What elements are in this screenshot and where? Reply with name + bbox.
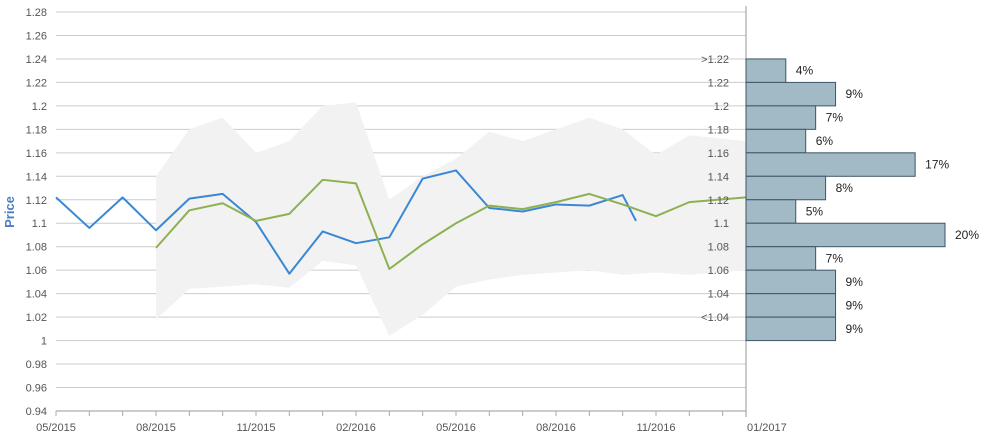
distribution-bin-label: >1.22 [701, 54, 729, 66]
distribution-bin-label: 1.12 [708, 195, 729, 207]
distribution-bar [745, 128, 807, 154]
distribution-bin-label: 1.04 [708, 289, 729, 301]
distribution-bar [745, 293, 837, 318]
x-tick-label: 01/2017 [747, 422, 787, 434]
distribution-value-label: 17% [925, 158, 949, 172]
distribution-bin-label: 1.22 [708, 77, 729, 89]
y-tick-label: 1.24 [26, 54, 47, 66]
distribution-value-label: 8% [836, 181, 854, 195]
distribution-value-label: 5% [806, 205, 824, 219]
distribution-value-label: 7% [826, 111, 844, 125]
x-tick-label: 05/2016 [436, 422, 476, 434]
y-tick-label: 0.98 [26, 359, 47, 371]
distribution-value-label: 9% [846, 322, 864, 336]
forecast-price-line [155, 178, 747, 271]
y-tick-label: 1.16 [26, 148, 47, 160]
distribution-bar [745, 199, 797, 224]
distribution-bin-label: <1.04 [701, 312, 729, 324]
y-axis-ticks: 0.94 0.96 0.98 1 1.02 1.04 1.06 1.08 1.1 1.12 1.14… [26, 7, 47, 418]
x-tick-label: 08/2016 [536, 422, 576, 434]
y-tick-label: 1.02 [26, 312, 47, 324]
y-tick-label: 1.28 [26, 7, 47, 19]
x-axis-ticks: 05/2015 08/2015 11/2015 02/2016 05/2016 08/20… [36, 411, 787, 434]
distribution-value-label: 4% [796, 64, 814, 78]
confidence-band [156, 102, 746, 336]
distribution-value-label: 9% [846, 298, 864, 312]
distribution-value-label: 20% [955, 228, 979, 242]
actual-price-line [55, 169, 637, 275]
distribution-bar [745, 222, 946, 248]
distribution-bin-label: 1.08 [708, 242, 729, 254]
x-tick-label: 08/2015 [136, 422, 176, 434]
y-tick-label: 1 [41, 336, 47, 348]
distribution-bin-label: 1.16 [708, 148, 729, 160]
series-lines [55, 169, 747, 275]
y-tick-label: 1.26 [26, 30, 47, 42]
y-tick-label: 1.2 [32, 101, 47, 113]
x-tick-label: 05/2015 [36, 422, 76, 434]
distribution-bin-label: 1.18 [708, 124, 729, 136]
distribution-bin-label: 1.2 [714, 101, 729, 113]
y-tick-label: 1.04 [26, 289, 47, 301]
y-tick-label: 1.1 [32, 218, 47, 230]
distribution-bar [745, 105, 817, 130]
distribution-bar [745, 175, 827, 201]
distribution-value-label: 9% [846, 87, 864, 101]
y-tick-label: 1.22 [26, 77, 47, 89]
y-tick-label: 1.18 [26, 124, 47, 136]
distribution-bin-label: 1.1 [714, 218, 729, 230]
y-tick-label: 0.94 [26, 406, 47, 418]
distribution-value-label: 9% [846, 275, 864, 289]
x-tick-label: 11/2015 [237, 422, 276, 434]
x-tick-label: 02/2016 [336, 422, 376, 434]
distribution-bar [745, 269, 837, 295]
distribution-bin-label: 1.14 [708, 171, 729, 183]
distribution-bar [745, 246, 817, 271]
y-tick-label: 1.14 [26, 171, 47, 183]
distribution-bin-label: 1.06 [708, 265, 729, 277]
distribution-bar [745, 81, 837, 107]
distribution-bar [745, 316, 837, 342]
y-axis-label: Price [2, 196, 17, 228]
distribution-bar [745, 152, 916, 177]
confidence-band-area [156, 102, 746, 336]
y-tick-label: 1.08 [26, 242, 47, 254]
x-tick-label: 11/2016 [637, 422, 676, 434]
y-tick-label: 0.96 [26, 383, 47, 395]
distribution-value-label: 6% [816, 134, 834, 148]
distribution-bar [745, 58, 787, 83]
y-tick-label: 1.12 [26, 195, 47, 207]
distribution-bars: 4% >1.22 9% 1.22 7% 1.2 6% 1.18 17% 1.16 8% 1.14 5% 1… [701, 54, 979, 342]
distribution-value-label: 7% [826, 251, 844, 265]
y-tick-label: 1.06 [26, 265, 47, 277]
